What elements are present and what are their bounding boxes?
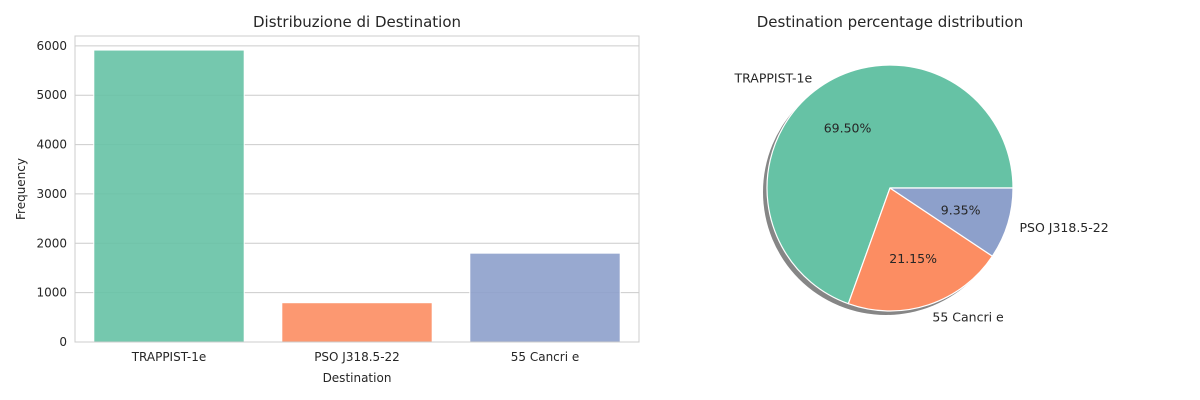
bar-y-axis-label: Frequency bbox=[14, 158, 28, 220]
pie-pct-55-cancri-e: 21.15% bbox=[889, 251, 937, 266]
bar-55-cancri-e bbox=[469, 252, 621, 343]
bar-plot-frame bbox=[74, 35, 640, 343]
pie-wedge-55-cancri-e bbox=[847, 187, 993, 312]
pie-pct-pso-j318-5-22: 9.35% bbox=[941, 202, 981, 217]
pie-wedge-pso-j318-5-22 bbox=[889, 187, 1014, 257]
pie-wedges bbox=[766, 64, 1014, 312]
pie-label-pso-j318-5-22: PSO J318.5-22 bbox=[1020, 220, 1109, 235]
bar-x-tick-label: TRAPPIST-1e bbox=[131, 350, 207, 364]
pie-pct-trappist-1e: 69.50% bbox=[824, 121, 872, 136]
bar-chart-title: Distribuzione di Destination bbox=[253, 13, 461, 31]
bar-y-tick-label: 5000 bbox=[36, 88, 67, 102]
pie-wedge-trappist-1e bbox=[766, 64, 1014, 305]
bar-y-tick-label: 1000 bbox=[36, 286, 67, 300]
pie-label-55-cancri-e: 55 Cancri e bbox=[932, 309, 1004, 324]
bar-x-tick-label: PSO J318.5-22 bbox=[314, 350, 400, 364]
bar-y-tick-label: 0 bbox=[59, 335, 67, 349]
pie-labels: TRAPPIST-1e 69.50% 55 Cancri e 21.15% PSO J3… bbox=[733, 70, 1108, 324]
bar-y-tick-label: 4000 bbox=[36, 138, 67, 152]
pie-chart: Destination percentage distribution TRAP… bbox=[733, 13, 1108, 324]
bar-pso-j318-5-22 bbox=[281, 302, 433, 343]
bar-y-tick-label: 6000 bbox=[36, 39, 67, 53]
bar-x-axis-label: Destination bbox=[323, 371, 392, 385]
bar-y-ticks: 0 1000 2000 3000 4000 5000 6000 bbox=[36, 39, 67, 349]
bar-series bbox=[93, 49, 621, 343]
bar-y-tick-label: 3000 bbox=[36, 187, 67, 201]
bar-x-tick-label: 55 Cancri e bbox=[511, 350, 579, 364]
bar-x-ticks: TRAPPIST-1e PSO J318.5-22 55 Cancri e bbox=[131, 350, 580, 364]
bar-chart: Distribuzione di Destination 0 1000 2000 30… bbox=[14, 13, 640, 385]
bar-trappist-1e bbox=[93, 49, 245, 343]
pie-label-trappist-1e: TRAPPIST-1e bbox=[733, 70, 812, 85]
bar-y-tick-label: 2000 bbox=[36, 236, 67, 250]
pie-chart-title: Destination percentage distribution bbox=[757, 13, 1023, 31]
